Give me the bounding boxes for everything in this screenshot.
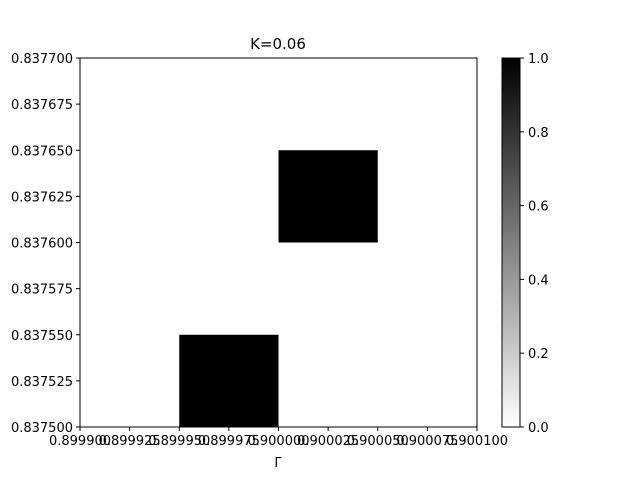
y-axis: 0.837500 0.837525 0.837550 0.837575 0.837600…: [11, 52, 80, 436]
colorbar-tick-label: 0.2: [528, 347, 549, 362]
y-tick-label: 0.837550: [11, 329, 73, 344]
x-tick-label: 0.900000: [247, 434, 309, 449]
colorbar-tick-label: 1.0: [528, 52, 549, 67]
y-tick-label: 0.837575: [11, 283, 73, 298]
x-tick-label: 0.899950: [148, 434, 210, 449]
colorbar-gradient: [501, 57, 521, 428]
colorbar-tick-label: 0.8: [528, 126, 549, 141]
y-tick-label: 0.837500: [11, 421, 73, 436]
colorbar-tick-label: 0.6: [528, 200, 549, 215]
x-tick-label: 0.899900: [49, 434, 111, 449]
x-tick-label: 0.900075: [396, 434, 458, 449]
x-tick-label: 0.899925: [99, 434, 161, 449]
x-tick-label: 0.900050: [347, 434, 409, 449]
y-tick-label: 0.837650: [11, 144, 73, 159]
x-axis-label: Γ: [274, 456, 282, 471]
x-axis: 0.8999000.8999250.8999500.8999750.900000…: [49, 427, 508, 449]
y-tick-label: 0.837700: [11, 52, 73, 67]
plot-area: [79, 57, 478, 428]
colorbar-tick-label: 0.4: [528, 273, 549, 288]
y-tick-label: 0.837525: [11, 375, 73, 390]
colorbar-tick-label: 0.0: [528, 421, 549, 436]
x-tick-label: 0.900025: [297, 434, 359, 449]
y-tick-label: 0.837600: [11, 237, 73, 252]
heatmap-cell-0: [179, 334, 279, 427]
heatmap-cell-1: [278, 150, 378, 243]
x-tick-label: 0.899975: [198, 434, 260, 449]
colorbar: 0.0 0.2 0.4 0.6 0.8 1.0: [501, 52, 549, 436]
x-tick-label: 0.900100: [446, 434, 508, 449]
chart-title: K=0.06: [250, 35, 306, 53]
y-tick-label: 0.837625: [11, 190, 73, 205]
y-tick-label: 0.837675: [11, 98, 73, 113]
